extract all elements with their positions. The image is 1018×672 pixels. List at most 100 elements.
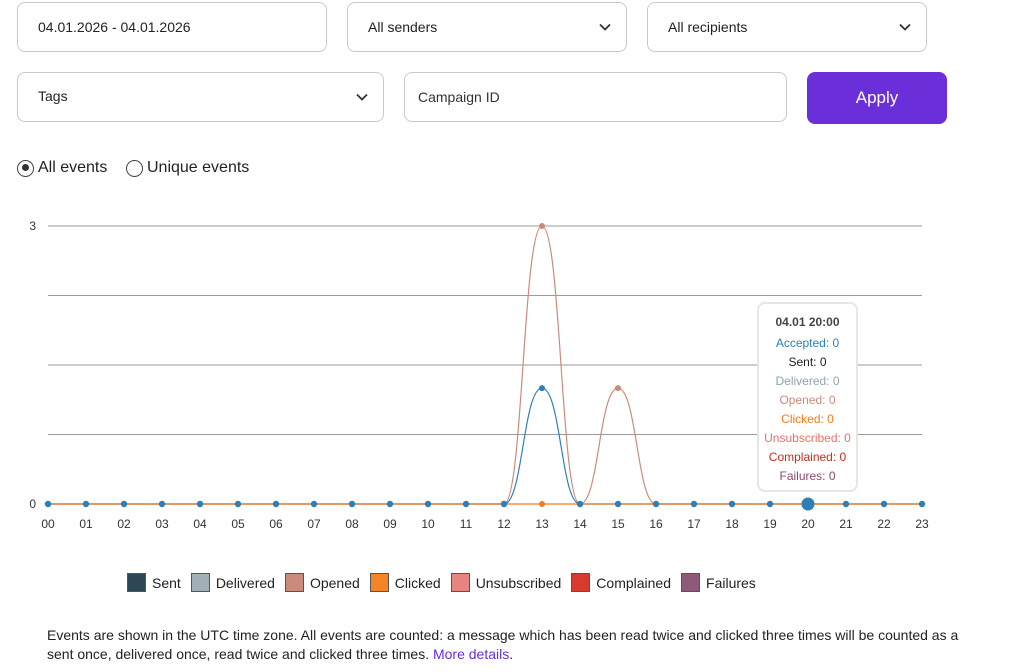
radio-unique-events-label: Unique events [147,159,250,176]
data-point-accepted [158,500,166,508]
chart-tooltip: 04.01 20:00 Accepted: 0 Sent: 0 Delivered:… [757,302,858,492]
data-point-accepted [120,500,128,508]
x-tick-label: 09 [383,517,397,531]
tooltip-row: Delivered: 0 [775,374,840,388]
x-tick-label: 18 [725,517,739,531]
tags-select[interactable]: Tags [17,72,384,122]
x-tick-label: 04 [193,517,207,531]
data-point-opened [539,223,545,229]
tooltip-row: Opened: 0 [779,393,836,407]
tooltip-row: Clicked: 0 [781,412,834,426]
data-point-accepted [462,500,470,508]
data-point-accepted [880,500,888,508]
data-point-opened [615,385,621,392]
radio-all-events[interactable]: All events [17,159,107,177]
data-point-accepted [310,500,318,508]
tags-label: Tags [38,88,68,104]
data-point-clicked [539,501,545,507]
legend-label: Sent [152,574,181,591]
data-point-accepted [576,500,584,508]
x-tick-label: 00 [41,517,55,531]
x-tick-label: 20 [801,517,815,531]
more-details-link[interactable]: More details [432,646,510,662]
data-point-accepted [272,500,280,508]
footnote-text: Events are shown in the UTC time zone. A… [47,627,959,662]
senders-select[interactable]: All senders [347,2,627,52]
legend-item[interactable]: Complained [571,573,671,592]
campaign-id-input[interactable]: Campaign ID [404,72,787,122]
x-tick-label: 22 [877,517,891,531]
x-tick-label: 01 [79,517,93,531]
data-point-accepted [424,500,432,508]
data-point-accepted [82,500,90,508]
x-tick-label: 08 [345,517,359,531]
x-tick-label: 12 [497,517,511,531]
legend-swatch [190,573,210,592]
x-tick-label: 16 [649,517,663,531]
apply-button[interactable]: Apply [807,72,947,124]
data-point-accepted [918,500,926,508]
legend-item[interactable]: Unsubscribed [450,573,561,592]
x-tick-label: 06 [269,517,283,531]
tooltip-row: Sent: 0 [788,355,827,369]
x-tick-label: 14 [573,517,587,531]
data-point-accepted [652,500,660,508]
data-point-accepted [842,500,850,508]
campaign-id-placeholder: Campaign ID [418,89,500,105]
tooltip-row: Accepted: 0 [775,336,840,350]
x-tick-label: 23 [915,517,929,531]
radio-unique-events[interactable]: Unique events [126,159,249,177]
data-point-accepted [234,500,242,508]
y-tick-label: 3 [29,219,36,233]
x-tick-label: 02 [117,517,131,531]
legend-label: Opened [309,574,360,591]
data-point-accepted [728,500,736,508]
x-tick-label: 11 [460,517,473,531]
legend-swatch [127,573,146,592]
radio-all-events-label: All events [38,159,108,176]
x-tick-label: 21 [839,517,853,531]
legend-swatch [369,573,389,592]
x-tick-label: 07 [307,517,321,531]
date-range-field[interactable]: 04.01.2026 - 04.01.2026 [17,2,327,52]
data-point-accepted [614,500,622,508]
chevron-down-icon [899,23,911,31]
legend-label: Complained [596,574,672,591]
chevron-down-icon [599,23,611,31]
x-tick-label: 13 [535,517,549,531]
tooltip-title: 04.01 20:00 [775,315,840,329]
data-point-accepted [690,500,698,508]
legend-item[interactable]: Delivered [190,573,275,592]
legend-item[interactable]: Sent [127,573,181,592]
chart-legend: Sent Delivered Opened Clicked Unsubscribed Co… [127,573,766,592]
data-point-accepted [44,500,52,508]
recipients-select[interactable]: All recipients [647,2,927,52]
legend-label: Failures [706,574,756,591]
legend-item[interactable]: Clicked [369,573,441,592]
date-range-value: 04.01.2026 - 04.01.2026 [38,19,191,35]
legend-item[interactable]: Failures [681,573,756,592]
legend-label: Delivered [215,574,275,591]
tooltip-row: Unsubscribed: 0 [764,431,851,445]
data-point-accepted [348,500,356,508]
tooltip-row: Failures: 0 [779,469,836,483]
radio-unchecked-icon[interactable] [126,159,143,177]
x-tick-label: 10 [421,517,435,531]
legend-item[interactable]: Opened [284,573,360,592]
legend-label: Clicked [394,574,441,591]
highlighted-point [801,497,815,511]
radio-checked-icon[interactable] [17,159,34,177]
data-point-accepted [500,500,508,508]
data-point-accepted [766,500,774,508]
y-tick-label: 0 [29,497,36,511]
x-tick-label: 15 [611,517,625,531]
chevron-down-icon [356,93,368,101]
legend-swatch [450,573,470,592]
x-tick-label: 17 [687,517,701,531]
data-point-accepted [196,500,204,508]
legend-swatch [681,573,701,592]
tooltip-row: Complained: 0 [768,450,847,464]
legend-swatch [284,573,304,592]
utc-footnote: Events are shown in the UTC time zone. A… [47,627,959,662]
